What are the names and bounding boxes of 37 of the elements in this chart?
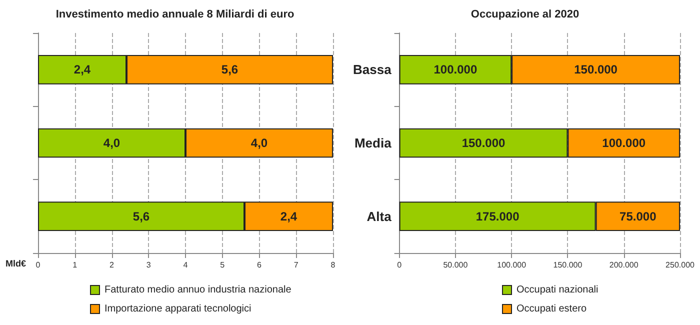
data-label: 75.000: [620, 209, 657, 224]
y-tick-label: Media: [354, 136, 392, 150]
x-tick-label: 1: [72, 260, 78, 270]
legend-label: Occupati nazionali: [516, 284, 598, 296]
x-tick-label: 5: [220, 260, 226, 270]
data-label: 150.000: [574, 62, 618, 77]
x-tick-label: 50.000: [443, 260, 468, 270]
chart-title: Investimento medio annuale 8 Miliardi di euro: [56, 8, 294, 20]
x-tick-label: 0: [397, 260, 402, 270]
legend-label: Importazione apparati tecnologici: [104, 304, 252, 314]
data-label: 100.000: [602, 136, 646, 150]
x-tick-label: 4: [183, 260, 188, 270]
y-tick-label: Alta: [366, 208, 392, 224]
data-label: 5,6: [132, 209, 150, 224]
data-label: 175.000: [476, 209, 520, 224]
data-label: 2,4: [74, 62, 91, 77]
chart-title: Occupazione al 2020: [470, 8, 580, 20]
data-label: 2,4: [280, 209, 298, 224]
legend-label: Occupati estero: [516, 304, 587, 314]
x-tick-label: 3: [146, 260, 152, 270]
y-tick-label: Bassa: [352, 62, 392, 78]
x-axis-title: Mld€: [5, 258, 26, 268]
x-tick-label: 100.000: [497, 260, 527, 270]
x-tick-label: 250.000: [666, 260, 696, 270]
x-tick-label: 2: [110, 260, 115, 270]
legend-label: Fatturato medio annuo industria nazionale: [104, 284, 292, 296]
x-tick-label: 0: [36, 260, 41, 270]
x-tick-label: 150.000: [553, 260, 583, 270]
data-label: 150.000: [462, 136, 506, 150]
data-label: 4,0: [103, 136, 120, 150]
x-tick-label: 6: [257, 260, 262, 270]
x-tick-label: 8: [330, 260, 336, 270]
x-tick-label: 200.000: [609, 260, 639, 270]
data-label: 4,0: [250, 136, 268, 150]
x-tick-label: 7: [294, 260, 299, 270]
data-label: 100.000: [434, 62, 478, 77]
data-label: 5,6: [221, 62, 238, 77]
